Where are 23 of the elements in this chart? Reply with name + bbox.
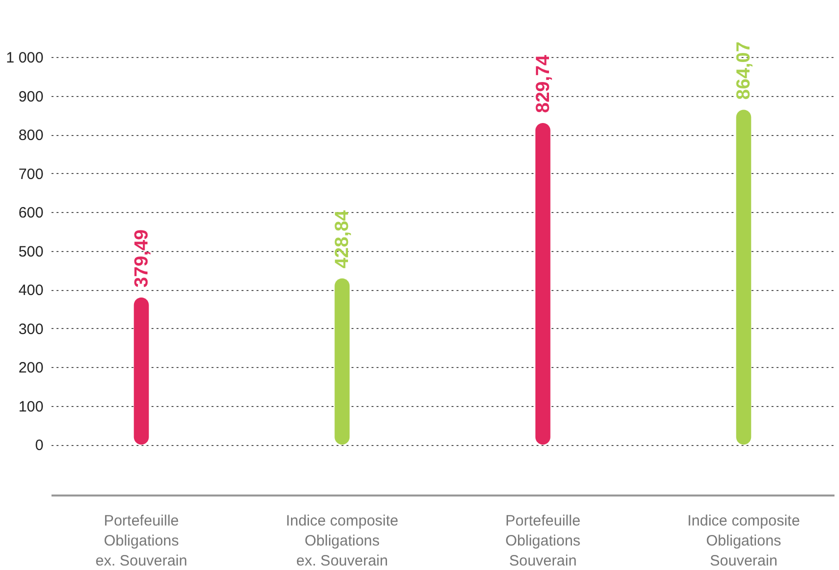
bar [134, 298, 149, 445]
y-tick-label: 100 [18, 398, 44, 416]
y-tick-label: 800 [18, 127, 44, 144]
y-tick-label: 500 [18, 243, 44, 260]
bar [535, 122, 550, 445]
x-tick-label: Indice composite Obligations ex. Souverain [286, 512, 398, 570]
data-label: 864,07 [734, 42, 755, 100]
y-tick-label: 900 [18, 88, 44, 106]
y-tick-label: 600 [18, 204, 44, 222]
y-tick-label: 400 [18, 282, 44, 300]
x-tick-label: Portefeuille Obligations ex. Souverain [95, 512, 188, 570]
data-label: 829,74 [532, 54, 554, 113]
bar [736, 110, 752, 445]
x-tick-label: Portefeuille Obligations Souverain [505, 512, 580, 570]
x-tick-label: Indice composite Obligations Souverain [687, 512, 800, 570]
data-label: 428,84 [332, 210, 354, 268]
y-tick-label: 200 [18, 360, 44, 377]
y-tick-label: 1 000 [6, 50, 44, 66]
y-tick-label: 300 [18, 320, 44, 338]
y-tick-label: 700 [18, 166, 44, 183]
y-tick-label: 0 [35, 437, 44, 454]
data-label: 379,49 [131, 229, 152, 288]
bar [334, 278, 350, 445]
